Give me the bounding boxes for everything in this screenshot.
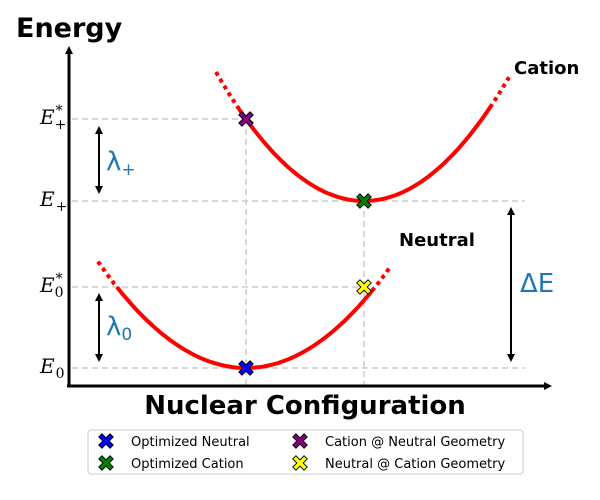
y-axis-title: Energy bbox=[16, 13, 123, 44]
neutral-curve-label: Neutral bbox=[399, 230, 475, 251]
neutral-curve bbox=[116, 286, 374, 371]
level-label-e-plus-star: E* + bbox=[39, 103, 66, 133]
level-label-e0-star: E* 0 bbox=[39, 271, 64, 301]
legend: Optimized Neutral Cation @ Neutral Geome… bbox=[87, 429, 524, 475]
state-markers bbox=[238, 111, 372, 376]
cation-curve bbox=[238, 105, 492, 204]
neutral-curve-dashed-left bbox=[96, 260, 120, 290]
cation-curve-label: Cation bbox=[514, 58, 579, 79]
neutral-curve-dashed-right bbox=[370, 264, 393, 293]
legend-label-neutral-cation-geometry: Neutral @ Cation Geometry bbox=[325, 457, 505, 472]
delta-e-label: ΔE bbox=[520, 269, 554, 299]
lambda-0-label: λ0 bbox=[106, 312, 132, 345]
level-label-e-plus: E+ bbox=[39, 187, 67, 215]
x-axis-title: Nuclear Configuration bbox=[144, 391, 466, 421]
level-guides bbox=[72, 118, 525, 385]
legend-frame bbox=[87, 429, 524, 475]
legend-label-cation-neutral-geometry: Cation @ Neutral Geometry bbox=[325, 435, 505, 450]
curves bbox=[96, 71, 511, 371]
level-label-e0: E0 bbox=[39, 354, 65, 382]
legend-label-optimized-cation: Optimized Cation bbox=[131, 457, 244, 472]
legend-label-optimized-neutral: Optimized Neutral bbox=[131, 435, 250, 450]
cation-curve-dashed-left bbox=[214, 71, 242, 112]
cation-curve-dashed-right bbox=[488, 76, 511, 109]
lambda-plus-label: λ+ bbox=[106, 147, 136, 180]
